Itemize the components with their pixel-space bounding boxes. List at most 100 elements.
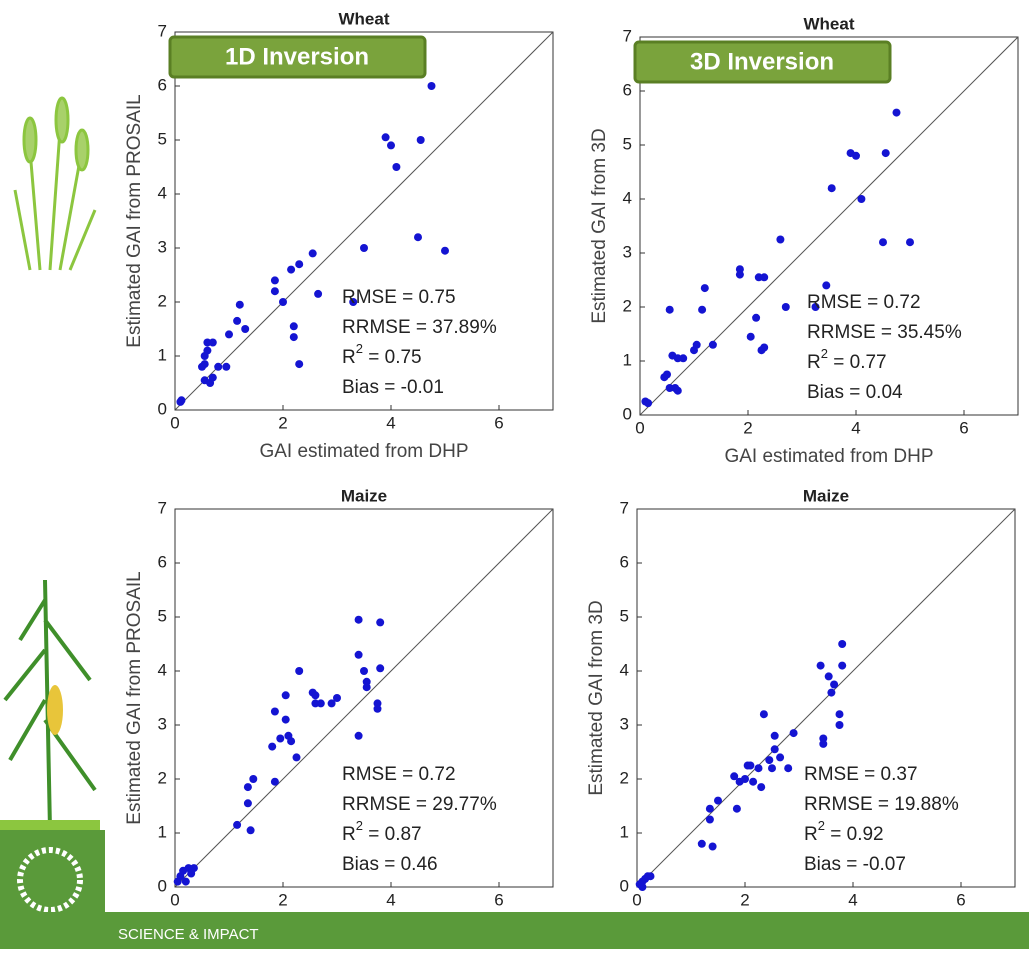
point — [759, 710, 768, 719]
stat-line: RRMSE = 37.89% — [342, 317, 497, 338]
point — [824, 672, 833, 681]
y-tick-label: 6 — [620, 552, 629, 571]
y-tick-label: 6 — [158, 552, 167, 571]
x-tick-label: 6 — [956, 890, 965, 909]
ground — [0, 820, 100, 830]
point — [268, 742, 277, 751]
chart-title: Maize — [803, 486, 849, 505]
point — [200, 360, 209, 369]
point — [663, 370, 671, 379]
point — [697, 839, 706, 848]
stat-superscript: 2 — [356, 818, 363, 833]
y-axis-label: Estimated GAI from 3D — [586, 600, 607, 795]
point — [289, 322, 298, 331]
y-tick-label: 0 — [158, 399, 167, 418]
stat-line: RMSE = 0.72 — [807, 292, 921, 313]
chart-title: Wheat — [339, 9, 390, 28]
point — [692, 340, 701, 349]
point — [906, 238, 914, 247]
point — [776, 235, 785, 244]
point — [714, 796, 722, 805]
x-tick-label: 0 — [170, 413, 179, 432]
badge-text: 1D Inversion — [225, 43, 369, 70]
footer-text: SCIENCE & IMPACT — [118, 926, 259, 943]
y-tick-label: 0 — [620, 876, 629, 895]
point — [208, 373, 217, 382]
point — [354, 650, 363, 659]
point — [292, 753, 301, 762]
point — [881, 149, 890, 158]
point — [295, 667, 304, 675]
point — [765, 756, 774, 765]
stat-line: R2 = 0.75 — [342, 341, 422, 368]
point — [852, 151, 860, 160]
y-tick-label: 6 — [158, 75, 167, 94]
point — [189, 864, 198, 873]
point — [705, 804, 714, 813]
point — [819, 739, 828, 748]
point — [295, 360, 304, 369]
point — [644, 399, 653, 408]
point — [360, 667, 368, 675]
one-to-one-line — [174, 31, 554, 411]
point — [741, 775, 749, 783]
stat-text: = 0.77 — [828, 352, 887, 373]
y-tick-label: 5 — [623, 134, 632, 153]
stat-line: RRMSE = 29.77% — [342, 794, 497, 815]
point — [241, 325, 250, 333]
x-tick-label: 4 — [851, 418, 860, 437]
point — [673, 386, 682, 395]
point — [827, 184, 836, 193]
point — [354, 615, 363, 624]
stat-line: R2 = 0.87 — [342, 818, 422, 845]
y-tick-label: 0 — [158, 876, 167, 895]
y-tick-label: 1 — [158, 822, 167, 841]
point — [414, 233, 422, 242]
point — [746, 332, 755, 341]
point — [835, 710, 844, 719]
badge-box — [168, 35, 427, 79]
x-tick-label: 0 — [632, 890, 641, 909]
point — [705, 815, 714, 824]
point — [760, 343, 769, 352]
point — [354, 731, 363, 740]
stat-superscript: 2 — [818, 818, 825, 833]
stat-text: = 0.92 — [825, 824, 884, 845]
x-tick-label: 4 — [386, 890, 395, 909]
point — [665, 305, 674, 314]
point — [752, 313, 761, 322]
point — [749, 777, 758, 786]
point — [233, 316, 242, 325]
y-tick-label: 4 — [620, 660, 629, 679]
point — [208, 338, 217, 347]
logo — [17, 847, 83, 913]
point — [827, 688, 836, 697]
point — [816, 661, 825, 670]
point — [784, 764, 793, 773]
point — [698, 305, 707, 314]
point — [838, 661, 847, 670]
stat-text: R — [807, 352, 821, 373]
stat-line: RMSE = 0.72 — [342, 764, 456, 785]
point — [441, 246, 449, 255]
chart-title: Wheat — [804, 14, 855, 33]
y-tick-label: 2 — [623, 296, 632, 315]
point — [708, 340, 717, 349]
x-tick-label: 2 — [278, 890, 287, 909]
point — [730, 772, 739, 781]
point — [349, 298, 358, 306]
point — [638, 883, 647, 891]
point — [287, 265, 296, 274]
y-tick-label: 7 — [158, 498, 167, 517]
point — [314, 289, 323, 298]
point — [892, 108, 901, 117]
point — [233, 820, 242, 829]
y-tick-label: 7 — [623, 26, 632, 45]
point — [732, 804, 741, 813]
stat-line: Bias = 0.04 — [807, 382, 903, 403]
x-tick-label: 6 — [494, 413, 503, 432]
point — [735, 265, 744, 274]
point — [822, 281, 831, 290]
point — [760, 273, 769, 282]
point — [316, 699, 325, 708]
